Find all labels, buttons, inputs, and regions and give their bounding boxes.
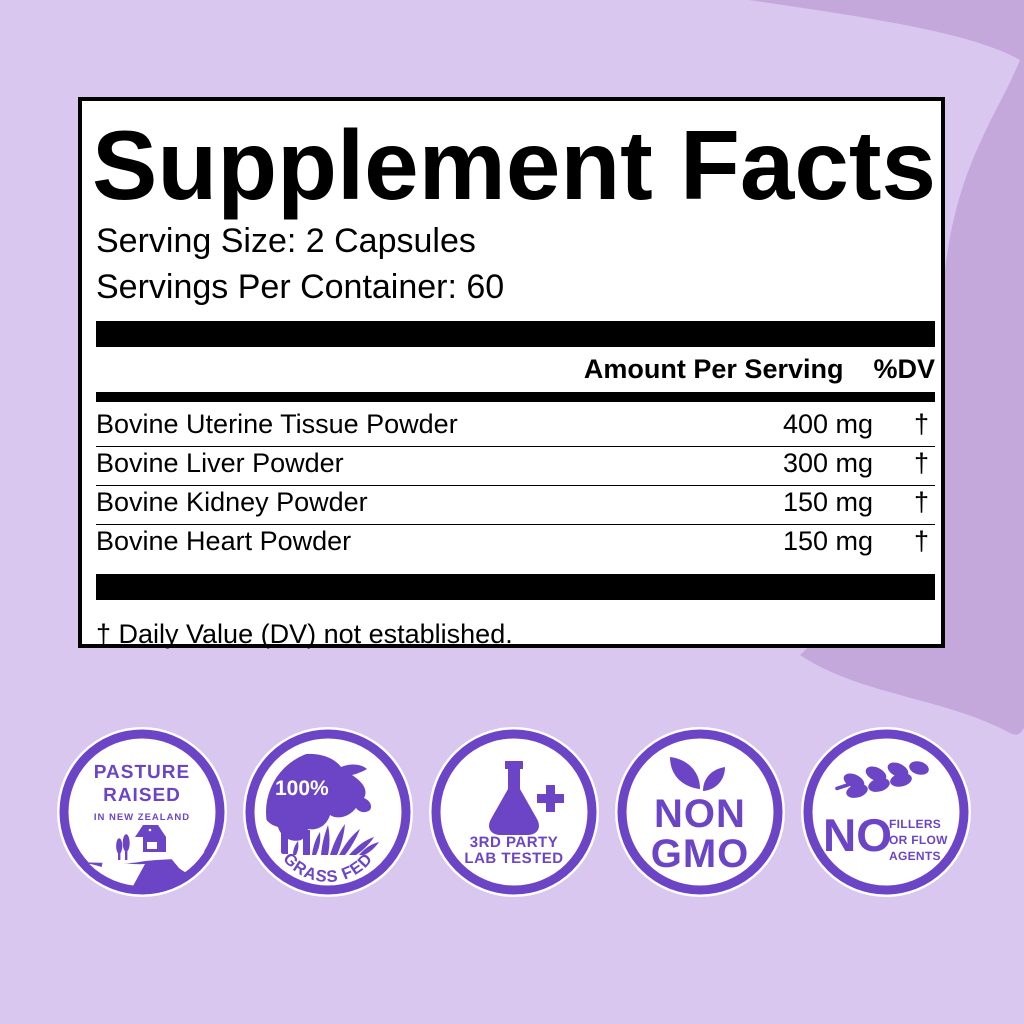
svg-text:3RD PARTY: 3RD PARTY	[470, 834, 558, 851]
svg-text:LAB TESTED: LAB TESTED	[464, 850, 563, 867]
svg-text:100%: 100%	[275, 777, 329, 800]
svg-text:IN NEW ZEALAND: IN NEW ZEALAND	[94, 812, 190, 823]
svg-text:PASTURE: PASTURE	[94, 762, 190, 783]
svg-text:RAISED: RAISED	[103, 785, 181, 806]
svg-text:AGENTS: AGENTS	[889, 849, 941, 863]
svg-text:NO: NO	[823, 809, 892, 861]
svg-text:GMO: GMO	[651, 832, 750, 876]
svg-text:OR FLOW: OR FLOW	[889, 833, 948, 847]
svg-text:NON: NON	[654, 792, 746, 836]
svg-text:FILLERS: FILLERS	[889, 817, 941, 831]
